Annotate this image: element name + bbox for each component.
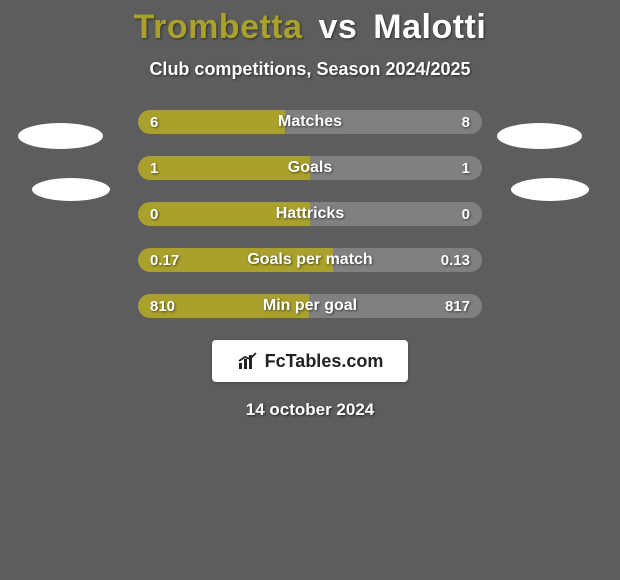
stat-rows: 68Matches 11Goals 00Hattricks 0.170.13Goals…: [138, 110, 482, 318]
page-title: Trombetta vs Malotti: [0, 0, 620, 47]
decorative-ellipse: [18, 123, 103, 149]
stat-row: 68Matches: [138, 110, 482, 134]
chart-icon: [237, 351, 259, 371]
decorative-ellipse: [32, 178, 110, 201]
stat-label: Hattricks: [138, 202, 482, 226]
stat-row: 810817Min per goal: [138, 294, 482, 318]
stat-label: Goals per match: [138, 248, 482, 272]
date-text: 14 october 2024: [0, 400, 620, 420]
decorative-ellipse: [497, 123, 582, 149]
stat-label: Min per goal: [138, 294, 482, 318]
subtitle: Club competitions, Season 2024/2025: [0, 59, 620, 80]
stat-label: Goals: [138, 156, 482, 180]
stat-row: 11Goals: [138, 156, 482, 180]
decorative-ellipse: [511, 178, 589, 201]
title-player2: Malotti: [373, 8, 486, 46]
comparison-card: Trombetta vs Malotti Club competitions, …: [0, 0, 620, 580]
title-player1: Trombetta: [134, 8, 303, 46]
stat-row: 0.170.13Goals per match: [138, 248, 482, 272]
source-logo: FcTables.com: [212, 340, 408, 382]
stat-label: Matches: [138, 110, 482, 134]
title-vs: vs: [318, 8, 357, 46]
logo-text: FcTables.com: [265, 351, 384, 372]
stat-row: 00Hattricks: [138, 202, 482, 226]
